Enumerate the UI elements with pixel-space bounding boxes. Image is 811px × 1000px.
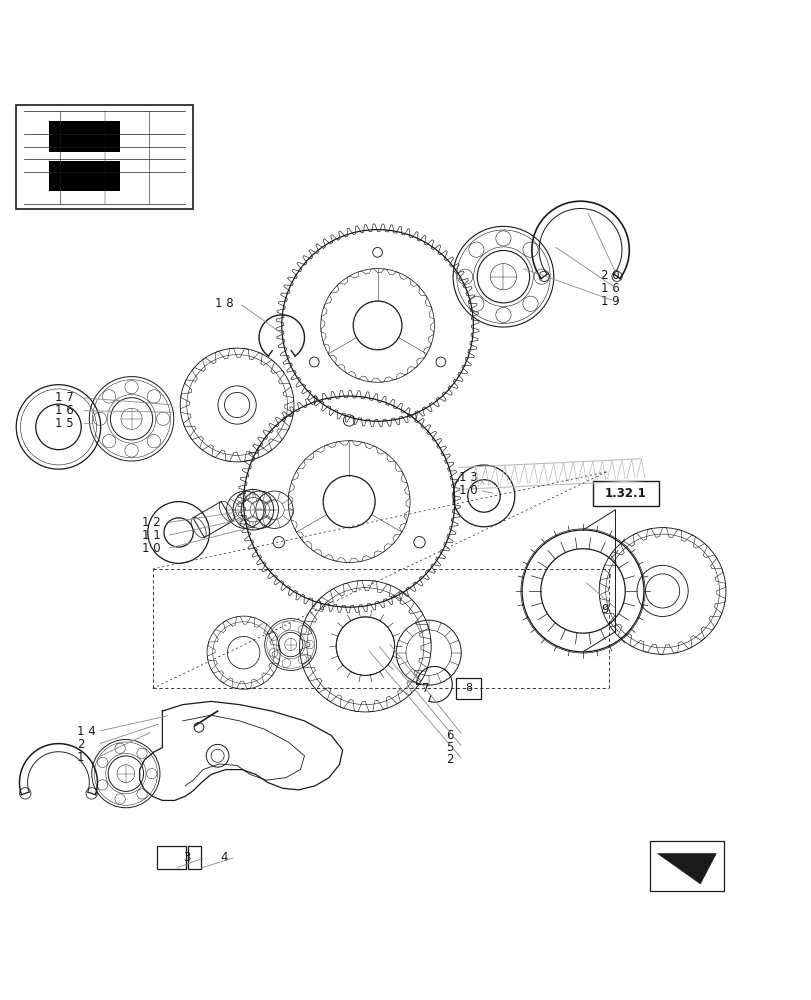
Text: 1 3: 1 3 — [458, 471, 477, 484]
Text: 1 0: 1 0 — [142, 542, 161, 555]
Text: 2: 2 — [77, 738, 84, 751]
Text: 8: 8 — [465, 683, 471, 693]
Text: 1: 1 — [77, 751, 84, 764]
Text: 1 0: 1 0 — [458, 484, 477, 497]
Polygon shape — [657, 854, 715, 884]
Text: 1 4: 1 4 — [77, 725, 96, 738]
Text: 1 9: 1 9 — [600, 295, 619, 308]
Bar — [456, 678, 480, 699]
Text: 9: 9 — [600, 603, 607, 616]
Text: 2 0: 2 0 — [600, 269, 619, 282]
Text: 1 6: 1 6 — [600, 282, 619, 295]
Bar — [16, 105, 193, 209]
Bar — [649, 841, 723, 891]
Text: 1 8: 1 8 — [215, 297, 234, 310]
Text: 7: 7 — [422, 682, 429, 695]
Text: 1 5: 1 5 — [55, 417, 74, 430]
Bar — [188, 846, 200, 869]
Bar — [49, 161, 119, 191]
Text: 1 7: 1 7 — [55, 391, 74, 404]
Text: 2: 2 — [446, 753, 453, 766]
Text: 1.32.1: 1.32.1 — [604, 487, 646, 500]
Bar — [157, 846, 186, 869]
Text: 6: 6 — [446, 729, 453, 742]
Text: 5: 5 — [446, 741, 453, 754]
Bar — [592, 481, 659, 506]
Text: 3: 3 — [183, 851, 191, 864]
Text: 1 6: 1 6 — [55, 404, 74, 417]
Text: 4: 4 — [221, 851, 228, 864]
Text: 1 1: 1 1 — [142, 529, 161, 542]
Bar — [49, 121, 119, 152]
Text: 1 2: 1 2 — [142, 516, 161, 529]
